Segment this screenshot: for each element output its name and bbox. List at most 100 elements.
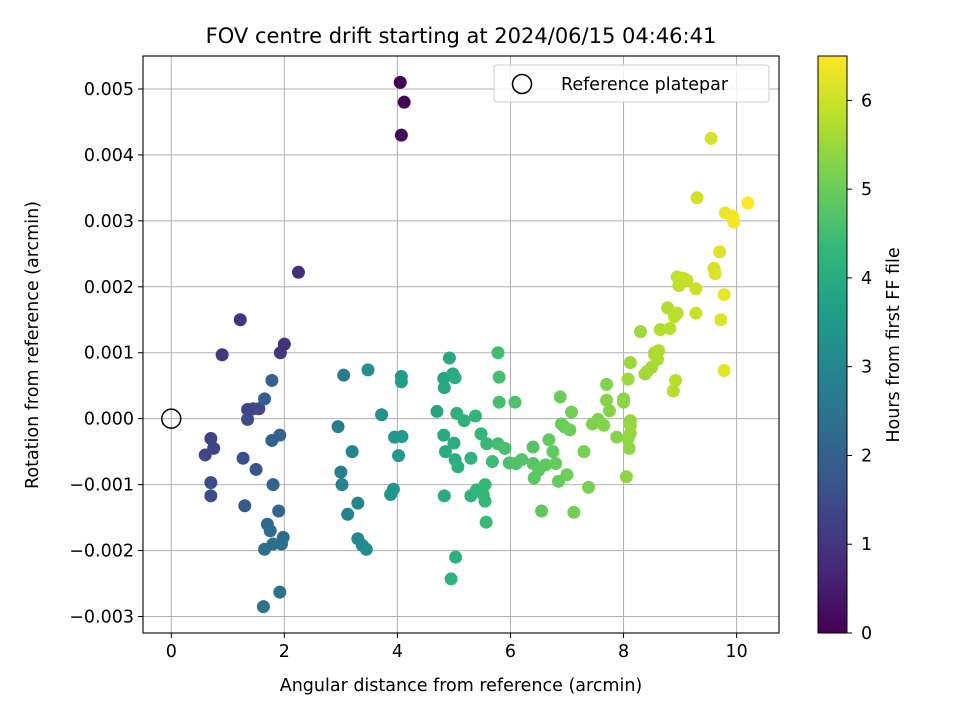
colorbar-tick-label: 4 — [861, 269, 872, 289]
data-point — [273, 346, 287, 360]
data-point — [479, 515, 493, 529]
data-point — [265, 373, 279, 387]
data-point — [273, 428, 287, 442]
data-point — [600, 377, 614, 391]
data-point — [233, 313, 247, 327]
data-point — [546, 445, 560, 459]
data-point — [526, 440, 540, 454]
plot-frame — [142, 55, 780, 634]
data-point — [560, 468, 574, 482]
data-point — [498, 441, 512, 455]
y-axis-label: Rotation from reference (arcmin) — [23, 201, 43, 489]
data-point — [345, 445, 359, 459]
data-point — [717, 288, 731, 302]
data-point — [393, 75, 407, 89]
data-point — [600, 393, 614, 407]
data-point — [621, 372, 635, 386]
data-point — [663, 321, 677, 335]
x-tick-label: 10 — [725, 642, 747, 662]
x-axis: 0 2 4 6 8 10 — [166, 633, 748, 662]
data-point — [708, 267, 722, 281]
colorbar-tick-label: 1 — [861, 535, 872, 555]
data-point — [215, 348, 229, 362]
data-point — [491, 346, 505, 360]
data-point — [392, 449, 406, 463]
data-point — [256, 600, 270, 614]
data-point — [567, 505, 581, 519]
y-axis: −0.003 −0.002 −0.001 0.000 0.001 0.002 0.003 0.… — [69, 80, 143, 628]
data-point — [236, 451, 250, 465]
data-point — [266, 478, 280, 492]
data-point — [602, 404, 616, 418]
data-point — [449, 550, 463, 564]
data-point — [337, 368, 351, 382]
data-point — [395, 429, 409, 443]
data-point — [563, 423, 577, 437]
data-point — [273, 585, 287, 599]
data-point — [727, 215, 741, 229]
data-point — [442, 351, 456, 365]
data-point — [238, 499, 252, 513]
data-point — [198, 448, 212, 462]
y-tick-label: −0.001 — [69, 476, 134, 496]
data-point — [335, 478, 349, 492]
data-point — [623, 414, 637, 428]
legend: Reference platepar — [493, 64, 770, 103]
data-point — [437, 428, 451, 442]
colorbar-ticks: 0 1 2 3 4 5 6 — [847, 91, 872, 644]
data-point — [689, 306, 703, 320]
data-point — [359, 542, 373, 556]
y-tick-label: −0.002 — [69, 542, 134, 562]
x-tick-label: 8 — [618, 642, 629, 662]
data-point — [689, 282, 703, 296]
y-tick-label: 0.002 — [84, 278, 134, 298]
data-point — [204, 489, 218, 503]
data-point — [717, 364, 731, 378]
data-point — [666, 384, 680, 398]
colorbar-label: Hours from first FF file — [884, 247, 904, 442]
colorbar-tick-label: 3 — [861, 358, 872, 378]
data-point — [457, 414, 471, 428]
x-tick-label: 2 — [279, 642, 290, 662]
data-point — [480, 437, 494, 451]
data-point — [478, 478, 492, 492]
data-point — [464, 451, 478, 465]
data-point — [539, 458, 553, 472]
data-point — [241, 412, 255, 426]
colorbar: 0 1 2 3 4 5 6 Hours from first FF file — [817, 55, 904, 644]
data-point — [437, 489, 451, 503]
data-point — [633, 325, 647, 339]
y-tick-label: 0.005 — [84, 80, 134, 100]
data-point — [437, 381, 451, 395]
data-point — [565, 405, 579, 419]
data-point — [542, 433, 556, 447]
data-point — [468, 409, 482, 423]
colorbar-tick-label: 5 — [861, 180, 872, 200]
data-point — [204, 431, 218, 445]
data-point — [713, 245, 727, 259]
legend-label: Reference platepar — [561, 75, 729, 95]
data-point — [617, 392, 631, 406]
data-point — [610, 430, 624, 444]
data-point — [249, 462, 263, 476]
data-point — [447, 436, 461, 450]
y-tick-label: 0.001 — [84, 344, 134, 364]
data-point — [474, 427, 488, 441]
data-point — [451, 460, 465, 474]
data-point — [252, 402, 266, 416]
colorbar-tick-label: 6 — [861, 91, 872, 111]
colorbar-tick-label: 2 — [861, 446, 872, 466]
data-point — [549, 457, 563, 471]
data-point — [623, 356, 637, 370]
x-tick-label: 0 — [166, 642, 177, 662]
data-point — [577, 445, 591, 459]
data-point — [438, 445, 452, 459]
data-point — [263, 524, 277, 538]
data-point — [361, 363, 375, 377]
data-point — [394, 375, 408, 389]
data-point — [652, 344, 666, 358]
data-point — [714, 313, 728, 327]
y-tick-label: −0.003 — [69, 608, 134, 628]
y-tick-label: 0.004 — [84, 146, 134, 166]
